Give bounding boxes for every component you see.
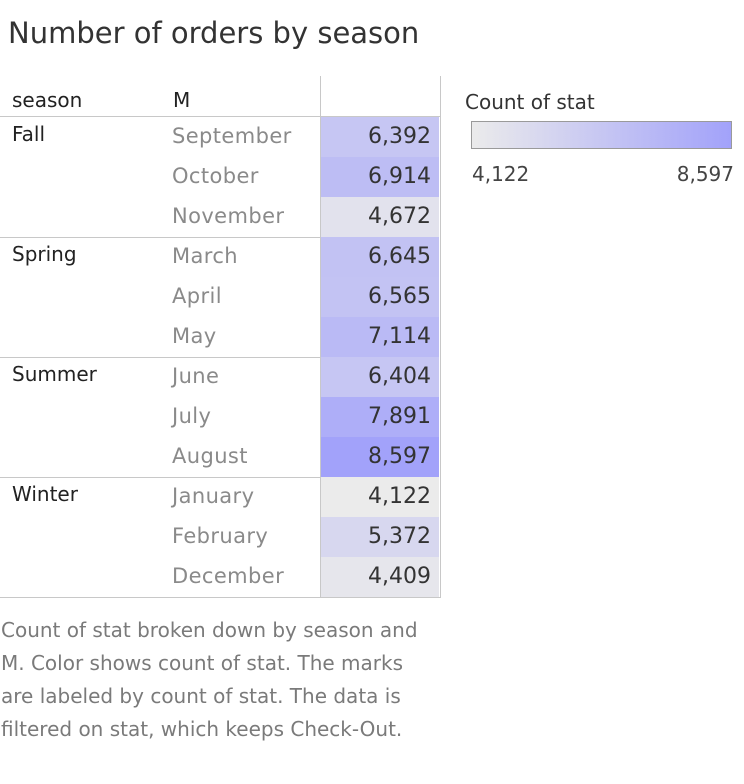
value-cell: 8,597 — [321, 437, 439, 477]
month-label: December — [172, 564, 285, 588]
value-label: 4,122 — [368, 484, 431, 509]
value-label: 4,672 — [368, 204, 431, 229]
month-label: July — [172, 404, 212, 428]
value-label: 6,404 — [368, 364, 431, 389]
value-cell: 6,565 — [321, 277, 439, 317]
column-divider — [440, 117, 441, 597]
season-label: Fall — [12, 122, 46, 146]
column-header-season: season — [12, 88, 83, 112]
value-cell: 6,404 — [321, 357, 439, 397]
season-label: Winter — [12, 482, 78, 506]
value-cell: 7,891 — [321, 397, 439, 437]
month-label: February — [172, 524, 269, 548]
value-label: 6,392 — [368, 124, 431, 149]
value-label: 7,114 — [368, 324, 431, 349]
value-label: 8,597 — [368, 444, 431, 469]
group-divider — [0, 477, 321, 478]
header-bottom-border — [0, 116, 441, 117]
group-divider — [0, 237, 321, 238]
value-cell: 4,672 — [321, 197, 439, 237]
month-label: January — [172, 484, 255, 508]
column-header-m: M — [173, 88, 191, 112]
month-label: May — [172, 324, 217, 348]
season-label: Spring — [12, 242, 77, 266]
legend-title: Count of stat — [465, 90, 595, 114]
header-divider — [320, 76, 321, 117]
table-body: Fall September 6,392 October 6,914 November 4,… — [0, 117, 441, 598]
value-cell: 4,409 — [321, 557, 439, 597]
value-cell: 6,392 — [321, 117, 439, 157]
value-label: 6,914 — [368, 164, 431, 189]
value-label: 6,645 — [368, 244, 431, 269]
value-label: 4,409 — [368, 564, 431, 589]
group-divider — [0, 357, 321, 358]
month-label: June — [172, 364, 220, 388]
legend-max-label: 8,597 — [676, 162, 734, 186]
value-cell: 4,122 — [321, 477, 439, 517]
month-label: October — [172, 164, 259, 188]
header-divider — [440, 76, 441, 117]
month-label: August — [172, 444, 248, 468]
value-label: 5,372 — [368, 524, 431, 549]
month-label: September — [172, 124, 292, 148]
value-cell: 5,372 — [321, 517, 439, 557]
value-cell: 6,914 — [321, 157, 439, 197]
column-divider — [320, 117, 321, 597]
legend-gradient-bar — [471, 121, 732, 149]
month-label: April — [172, 284, 222, 308]
season-label: Summer — [12, 362, 97, 386]
chart-caption: Count of stat broken down by season and … — [1, 618, 418, 741]
group-divider — [0, 597, 321, 598]
value-label: 7,891 — [368, 404, 431, 429]
table-header: season M — [0, 76, 441, 117]
value-cell: 6,645 — [321, 237, 439, 277]
chart-title: Number of orders by season — [8, 16, 420, 50]
month-label: March — [172, 244, 239, 268]
month-label: November — [172, 204, 285, 228]
color-legend: Count of stat 4,122 8,597 — [465, 88, 740, 198]
value-label: 6,565 — [368, 284, 431, 309]
legend-min-label: 4,122 — [472, 162, 530, 186]
table-bottom-border — [321, 597, 441, 598]
value-cell: 7,114 — [321, 317, 439, 357]
